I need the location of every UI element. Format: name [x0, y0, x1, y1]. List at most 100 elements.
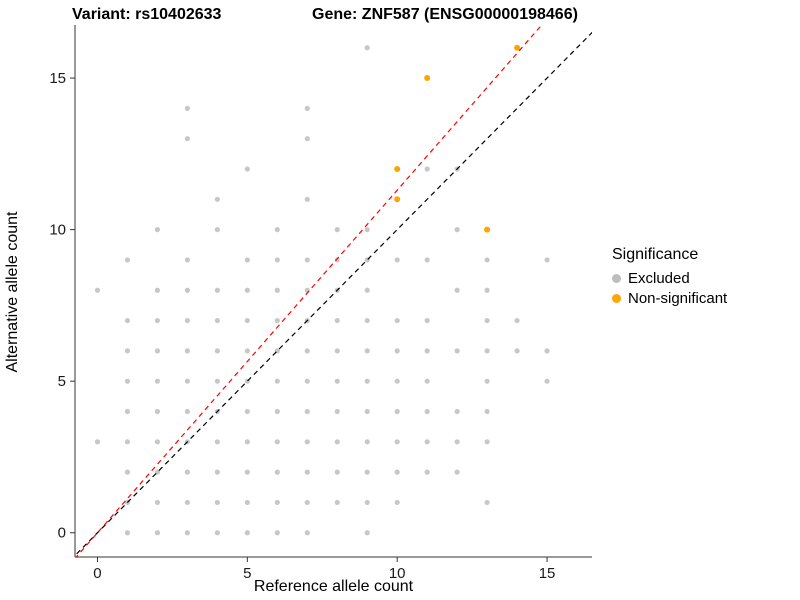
data-point-excluded	[514, 317, 520, 324]
data-point-excluded	[154, 378, 161, 384]
data-point-excluded	[424, 408, 430, 415]
data-point-excluded	[184, 530, 190, 536]
data-point-non-significant	[394, 165, 401, 172]
data-point-excluded	[514, 348, 520, 354]
data-point-excluded	[304, 196, 310, 202]
data-point-non-significant	[484, 226, 491, 233]
data-point-excluded	[484, 439, 490, 445]
data-point-excluded	[394, 317, 400, 324]
data-point-excluded	[454, 348, 460, 354]
points-layer	[94, 44, 550, 536]
data-point-excluded	[364, 530, 370, 536]
y-tick-label: 15	[49, 70, 66, 87]
data-point-excluded	[124, 317, 131, 324]
data-point-excluded	[364, 439, 370, 445]
data-point-excluded	[304, 469, 310, 475]
data-point-excluded	[484, 499, 490, 506]
data-point-excluded	[94, 287, 101, 293]
data-point-excluded	[394, 408, 400, 415]
data-point-excluded	[154, 348, 161, 354]
data-point-excluded	[244, 439, 250, 445]
x-tick-label: 15	[539, 565, 556, 582]
legend-label-excluded: Excluded	[628, 270, 690, 287]
data-point-excluded	[304, 499, 310, 506]
data-point-excluded	[484, 257, 490, 263]
data-point-excluded	[274, 439, 280, 445]
data-point-excluded	[394, 439, 400, 445]
data-point-excluded	[274, 530, 280, 536]
x-tick-label: 10	[389, 565, 406, 582]
data-point-excluded	[484, 348, 490, 354]
data-point-excluded	[334, 408, 340, 415]
legend-title: Significance	[612, 246, 699, 263]
data-point-excluded	[154, 317, 161, 324]
data-point-non-significant	[514, 44, 521, 51]
data-point-excluded	[484, 408, 490, 415]
data-point-excluded	[214, 317, 220, 324]
data-point-excluded	[274, 227, 280, 233]
data-point-excluded	[154, 469, 161, 475]
data-point-excluded	[334, 499, 340, 506]
data-point-excluded	[154, 287, 161, 293]
data-point-excluded	[424, 166, 430, 172]
data-point-excluded	[244, 469, 250, 475]
data-point-excluded	[424, 378, 430, 384]
data-point-excluded	[214, 530, 220, 536]
data-point-excluded	[544, 378, 550, 384]
data-point-excluded	[244, 166, 250, 172]
data-point-excluded	[184, 499, 190, 506]
data-point-excluded	[184, 408, 190, 415]
legend-label-non-significant: Non-significant	[628, 290, 728, 307]
variant-title: Variant: rs10402633	[72, 6, 222, 23]
data-point-excluded	[244, 530, 250, 536]
data-point-excluded	[154, 227, 161, 233]
data-point-excluded	[304, 257, 310, 263]
x-tick-label: 5	[243, 565, 251, 582]
data-point-excluded	[124, 469, 131, 475]
data-point-excluded	[364, 45, 370, 51]
data-point-excluded	[334, 439, 340, 445]
x-axis-title: Reference allele count	[253, 578, 414, 595]
legend: Significance Excluded Non-significant	[612, 246, 727, 310]
data-point-excluded	[364, 469, 370, 475]
data-point-excluded	[454, 287, 460, 293]
data-point-excluded	[94, 439, 101, 445]
data-point-excluded	[184, 317, 190, 324]
data-point-excluded	[334, 227, 340, 233]
data-point-excluded	[394, 348, 400, 354]
data-point-excluded	[334, 317, 340, 324]
data-point-excluded	[274, 469, 280, 475]
data-point-excluded	[124, 257, 131, 263]
data-point-excluded	[454, 227, 460, 233]
data-point-excluded	[304, 378, 310, 384]
data-point-excluded	[214, 287, 220, 293]
data-point-excluded	[364, 499, 370, 506]
data-point-excluded	[334, 348, 340, 354]
data-point-excluded	[274, 408, 280, 415]
data-point-excluded	[334, 378, 340, 384]
data-point-excluded	[244, 408, 250, 415]
data-point-excluded	[244, 348, 250, 354]
data-point-excluded	[244, 499, 250, 506]
data-point-excluded	[184, 378, 190, 384]
y-tick-label: 10	[49, 222, 66, 239]
data-point-excluded	[304, 348, 310, 354]
data-point-excluded	[304, 105, 310, 111]
data-point-excluded	[334, 469, 340, 475]
data-point-excluded	[424, 439, 430, 445]
data-point-excluded	[454, 469, 460, 475]
gene-title: Gene: ZNF587 (ENSG00000198466)	[312, 6, 578, 23]
data-point-excluded	[184, 348, 190, 354]
data-point-excluded	[154, 439, 161, 445]
data-point-excluded	[394, 469, 400, 475]
data-point-excluded	[364, 287, 370, 293]
data-point-excluded	[124, 530, 131, 536]
data-point-excluded	[124, 408, 131, 415]
data-point-excluded	[484, 317, 490, 324]
data-point-excluded	[394, 378, 400, 384]
legend-swatch-non-significant-icon	[612, 294, 621, 303]
data-point-excluded	[184, 136, 190, 142]
data-point-excluded	[424, 348, 430, 354]
data-point-excluded	[124, 439, 131, 445]
